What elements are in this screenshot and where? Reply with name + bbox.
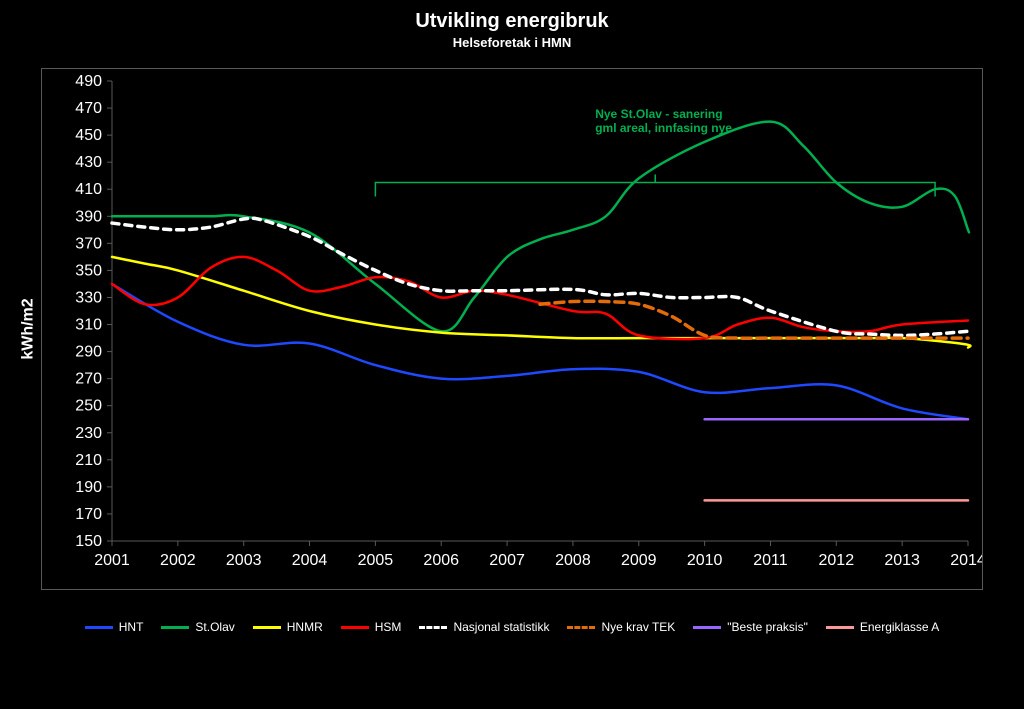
svg-text:450: 450	[75, 127, 102, 144]
legend-swatch	[161, 626, 189, 629]
legend-swatch	[693, 626, 721, 629]
legend-label: "Beste praksis"	[727, 620, 808, 634]
y-axis-label: kWh/m2	[20, 298, 38, 359]
line-chart-svg: 150 170 190 210 230 250 270 290 310 330 350 370 390 4…	[42, 69, 982, 589]
svg-text:2003: 2003	[226, 552, 262, 569]
svg-text:310: 310	[75, 317, 102, 334]
svg-text:210: 210	[75, 452, 102, 469]
chart-area: kWh/m2 150170190210230250270290310330350…	[41, 68, 983, 590]
legend-swatch	[826, 626, 854, 629]
legend-label: HNT	[119, 620, 144, 634]
annotation-label: Nye St.Olav - sanering gml areal, innfas…	[595, 107, 732, 136]
legend-swatch	[341, 626, 369, 629]
annotation-line2: gml areal, innfasing nye	[595, 121, 732, 135]
svg-text:2004: 2004	[292, 552, 328, 569]
legend-item-hnmr: HNMR	[253, 620, 323, 634]
legend-swatch	[85, 626, 113, 629]
legend-label: Nasjonal statistikk	[453, 620, 549, 634]
legend-label: St.Olav	[195, 620, 234, 634]
svg-text:270: 270	[75, 371, 102, 388]
svg-text:350: 350	[75, 262, 102, 279]
svg-text:170: 170	[75, 506, 102, 523]
legend-item-hnt: HNT	[85, 620, 144, 634]
legend-item-nasjonal: Nasjonal statistikk	[419, 620, 549, 634]
svg-text:2014: 2014	[950, 552, 982, 569]
svg-text:2010: 2010	[687, 552, 723, 569]
svg-text:370: 370	[75, 235, 102, 252]
svg-text:2012: 2012	[819, 552, 855, 569]
chart-header: Utvikling energibruk Helseforetak i HMN	[0, 0, 1024, 50]
annotation-line1: Nye St.Olav - sanering	[595, 107, 722, 121]
svg-text:490: 490	[75, 73, 102, 90]
svg-text:2009: 2009	[621, 552, 657, 569]
svg-text:330: 330	[75, 289, 102, 306]
legend-item-hsm: HSM	[341, 620, 402, 634]
svg-text:390: 390	[75, 208, 102, 225]
legend-label: Energiklasse A	[860, 620, 939, 634]
legend-label: Nye krav TEK	[601, 620, 675, 634]
svg-text:2006: 2006	[423, 552, 459, 569]
legend-item-beste: "Beste praksis"	[693, 620, 808, 634]
svg-text:2002: 2002	[160, 552, 196, 569]
svg-text:2011: 2011	[753, 552, 788, 569]
legend-label: HNMR	[287, 620, 323, 634]
legend: HNT St.Olav HNMR HSM Nasjonal statistikk…	[42, 620, 982, 634]
legend-item-tek: Nye krav TEK	[567, 620, 675, 634]
svg-text:430: 430	[75, 154, 102, 171]
svg-text:470: 470	[75, 100, 102, 117]
svg-text:2008: 2008	[555, 552, 591, 569]
svg-text:2001: 2001	[94, 552, 130, 569]
svg-text:290: 290	[75, 344, 102, 361]
svg-text:250: 250	[75, 398, 102, 415]
legend-item-energiA: Energiklasse A	[826, 620, 939, 634]
svg-text:410: 410	[75, 181, 102, 198]
svg-text:2005: 2005	[358, 552, 394, 569]
chart-subtitle: Helseforetak i HMN	[0, 35, 1024, 50]
legend-label: HSM	[375, 620, 402, 634]
legend-swatch	[419, 626, 447, 629]
svg-text:150: 150	[75, 533, 102, 550]
legend-swatch	[567, 626, 595, 629]
legend-item-stolav: St.Olav	[161, 620, 234, 634]
svg-text:190: 190	[75, 479, 102, 496]
svg-text:230: 230	[75, 425, 102, 442]
legend-swatch	[253, 626, 281, 629]
svg-text:2007: 2007	[489, 552, 525, 569]
chart-title: Utvikling energibruk	[0, 10, 1024, 33]
svg-text:2013: 2013	[884, 552, 920, 569]
